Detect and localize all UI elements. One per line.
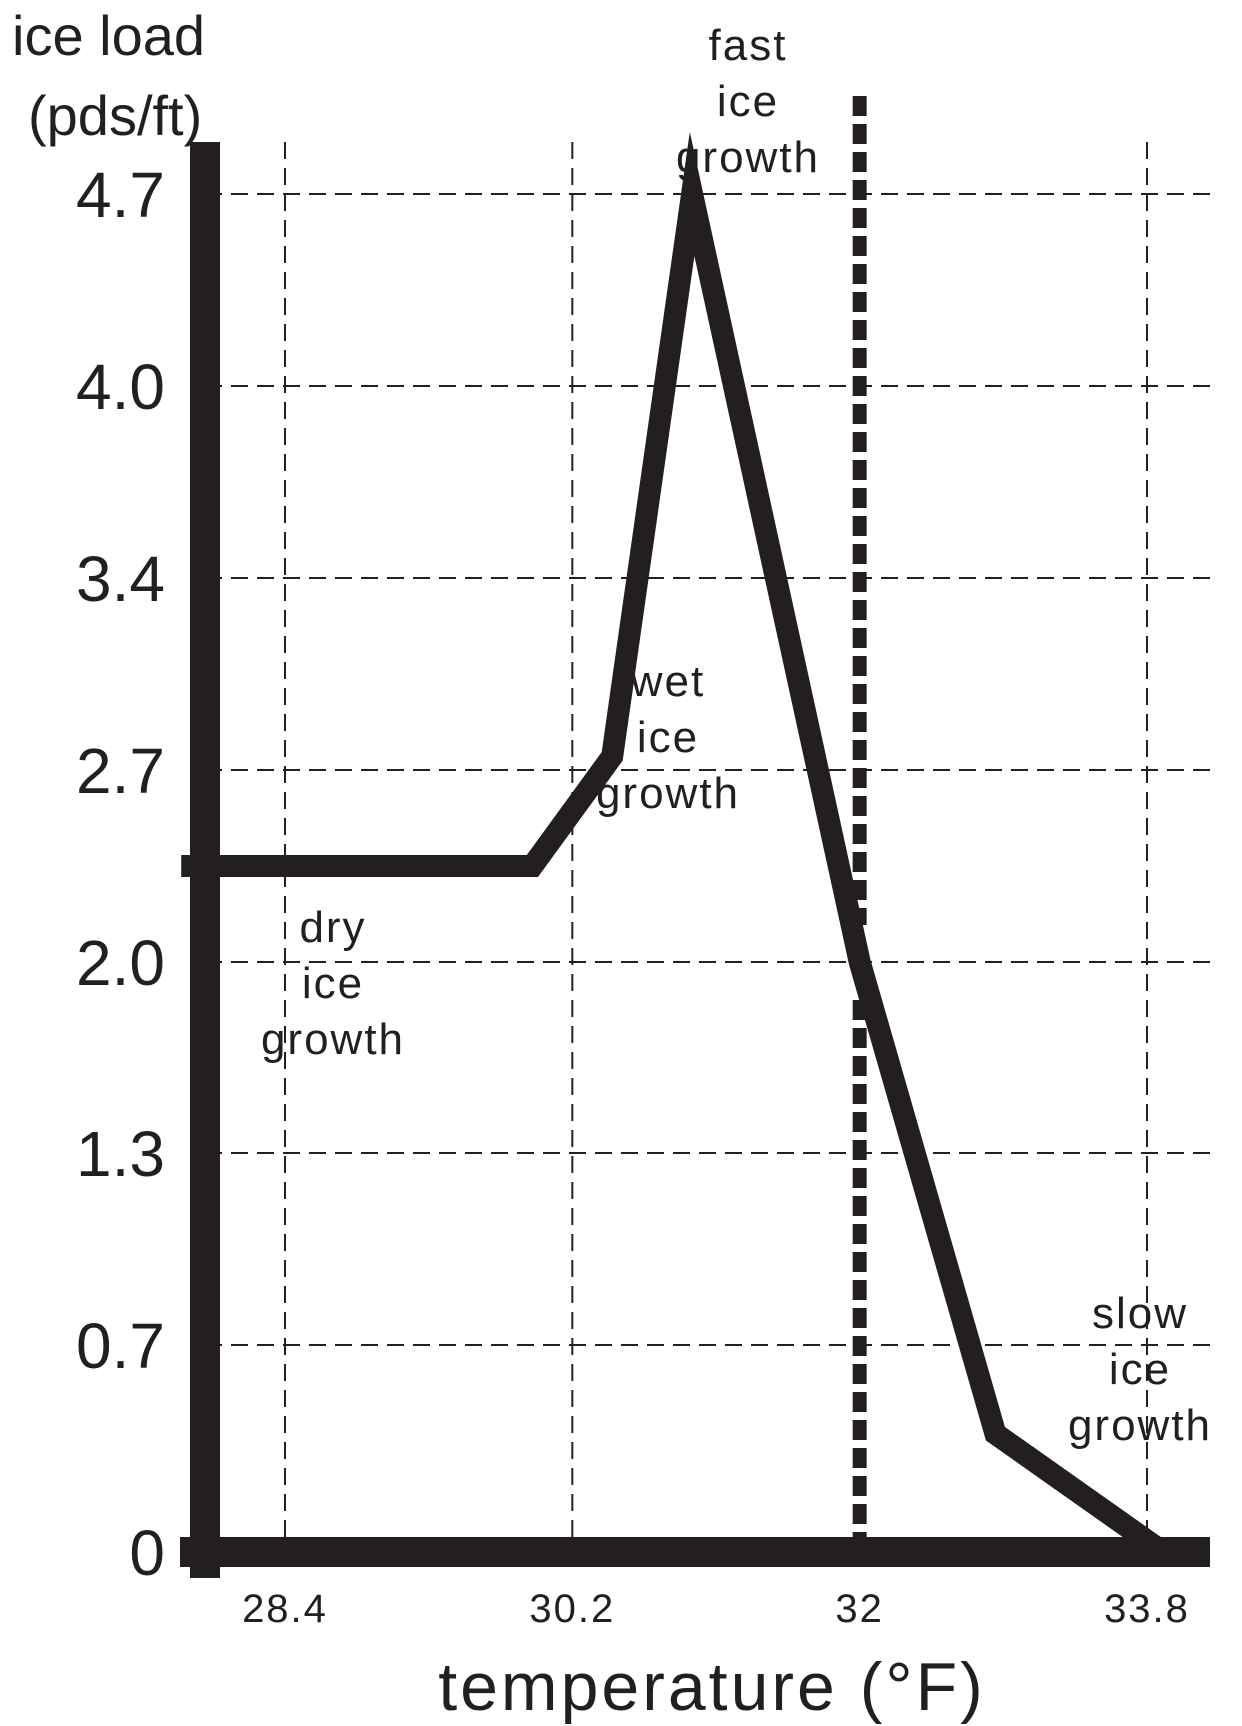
slow-ice-growth-label-line: growth — [1068, 1401, 1212, 1450]
slow-ice-growth-label: slow ice growth — [1068, 1289, 1212, 1450]
y-tick-label: 2.7 — [76, 735, 165, 807]
y-tick-label: 4.7 — [76, 159, 165, 231]
fast-ice-growth-label: fast ice growth — [676, 21, 820, 182]
y-tick-label: 1.3 — [76, 1118, 165, 1190]
dry-ice-growth-label-line: ice — [302, 959, 364, 1008]
axes — [180, 142, 1210, 1578]
y-tick-label: 0 — [129, 1517, 165, 1589]
y-axis-title-line-1: ice load — [12, 4, 205, 67]
y-tick-label: 0.7 — [76, 1310, 165, 1382]
dry-ice-growth-label-line: growth — [261, 1015, 405, 1064]
y-tick-label: 2.0 — [76, 927, 165, 999]
y-tick-labels: 0 0.7 1.3 2.0 2.7 3.4 4.0 4.7 — [76, 159, 165, 1589]
annotations: fasticegrowthweticegrowthdryicegrowthslo… — [261, 21, 1212, 1450]
wet-ice-growth-label-line: ice — [637, 713, 699, 762]
x-tick-label: 28.4 — [242, 1587, 328, 1631]
grid — [205, 142, 1210, 1540]
fast-ice-growth-label-line: ice — [717, 77, 779, 126]
x-tick-labels: 28.4 30.2 32 33.8 — [242, 1587, 1190, 1631]
y-tick-label: 4.0 — [76, 351, 165, 423]
wet-ice-growth-label: wet ice growth — [596, 657, 740, 818]
fast-ice-growth-label-line: growth — [676, 133, 820, 182]
fast-ice-growth-label-line: fast — [709, 21, 788, 70]
x-tick-label: 33.8 — [1104, 1587, 1190, 1631]
dry-ice-growth-label: dry ice growth — [261, 903, 405, 1064]
wet-ice-growth-label-line: growth — [596, 769, 740, 818]
slow-ice-growth-label-line: slow — [1092, 1289, 1188, 1338]
x-tick-label: 30.2 — [529, 1587, 615, 1631]
ice-load-series-line — [181, 131, 1170, 1561]
x-axis-title: temperature (°F) — [438, 1649, 986, 1725]
x-tick-label: 32 — [835, 1587, 884, 1631]
slow-ice-growth-label-line: ice — [1109, 1345, 1171, 1394]
y-tick-label: 3.4 — [76, 543, 165, 615]
dry-ice-growth-label-line: dry — [299, 903, 366, 952]
series-group — [181, 131, 1170, 1561]
y-axis-title-line-2: (pds/ft) — [28, 84, 202, 147]
wet-ice-growth-label-line: wet — [630, 657, 705, 706]
